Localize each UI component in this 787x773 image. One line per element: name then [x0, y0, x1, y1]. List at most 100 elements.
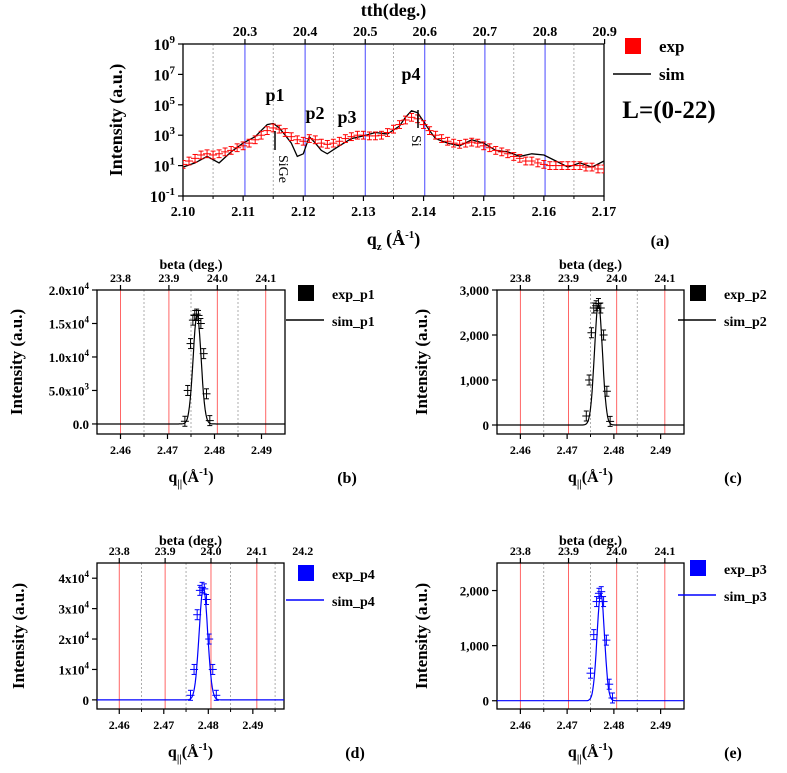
data-point [600, 164, 604, 174]
y-tick-base: 0 [483, 418, 490, 433]
x2-tick-label: 24.0 [606, 271, 627, 285]
y-tick-base: 2,000 [460, 584, 489, 599]
x2-tick-label: 24.0 [200, 544, 221, 558]
x2-tick-label: 20.3 [233, 25, 258, 40]
x-axis-label-sub: || [177, 753, 182, 765]
y-tick-label: 2.0x104 [49, 281, 90, 298]
data-point [608, 692, 617, 704]
data-point [587, 162, 596, 172]
x-tick-label: 2.12 [291, 205, 316, 220]
y-tick-label: 1.5x104 [49, 314, 90, 331]
x2-tick-label: 24.0 [207, 271, 228, 285]
data-point [341, 134, 350, 143]
y-tick-exp: 4 [85, 281, 90, 291]
legend-label: exp_p4 [332, 568, 375, 583]
y-tick-base: 1,000 [460, 373, 489, 388]
x-tick-label: 2.13 [351, 205, 376, 220]
panel-label: (e) [724, 745, 742, 762]
x-tick-label: 2.48 [204, 443, 225, 457]
data-point [509, 152, 518, 161]
annotation-p4: p4 [401, 64, 420, 84]
y-tick-exp: 4 [85, 600, 90, 610]
chart-panel-2: 2.46 2.47 2.48 2.49 23.8 23.9 24.0 24.1 0.0 5.0x1… [7, 258, 375, 490]
data-point [185, 156, 194, 166]
chart-panel-4: 2.46 2.47 2.48 2.49 23.8 23.9 24.0 24.1 24.2 0 1x1… [9, 534, 375, 765]
legend-label: exp [659, 37, 685, 56]
chart-panel-1: 2.10 2.11 2.12 2.13 2.14 2.15 2.16 2.17 20.3 20.4… [106, 0, 716, 253]
annotation-si: Si [408, 135, 423, 147]
data-point [449, 138, 458, 148]
data-point [467, 137, 476, 147]
x-tick-label: 2.47 [557, 443, 578, 457]
data-point [599, 596, 608, 608]
y-axis-label: Intensity (a.u.) [7, 309, 26, 415]
data-point [251, 135, 260, 145]
x2-tick-label: 23.9 [158, 271, 179, 285]
data-point [329, 138, 338, 148]
data-point [323, 139, 332, 149]
y-tick-base: 2x10 [59, 632, 85, 647]
data-point [186, 689, 195, 701]
data-point [317, 138, 326, 148]
data-point [596, 302, 605, 314]
data-point [491, 146, 500, 155]
data-point [239, 141, 248, 151]
data-point [202, 388, 211, 400]
data-point [539, 160, 548, 169]
y-tick-label: 2,000 [460, 328, 489, 343]
legend-marker [625, 38, 641, 54]
y-tick-label: 2x104 [59, 630, 90, 647]
y-axis-label: Intensity (a.u.) [106, 64, 127, 177]
y-tick-label: 1.0x104 [49, 348, 90, 365]
x-tick-label: 2.46 [510, 718, 531, 732]
x2-tick-label: 24.1 [654, 544, 675, 558]
series-line-sim [183, 110, 604, 168]
x2-tick-label: 23.9 [558, 271, 579, 285]
data-point [190, 663, 199, 675]
plot-area [497, 586, 684, 704]
data-point [606, 415, 615, 427]
x-axis-label-unit-end: ) [208, 469, 213, 486]
plot-area [497, 298, 684, 427]
x2-tick-label: 23.8 [110, 271, 131, 285]
data-point [281, 128, 290, 137]
x-axis-label-unit-sup: -1 [599, 741, 608, 753]
data-point [586, 667, 595, 679]
y-tick-label: 10-1 [150, 186, 175, 206]
data-point [401, 115, 410, 125]
y-tick-label: 1x104 [59, 660, 90, 677]
x-tick-label: 2.48 [603, 443, 624, 457]
legend-label: exp_p2 [724, 288, 767, 303]
y-tick-exp: 4 [85, 660, 90, 670]
x2-axis-label: beta (deg.) [559, 258, 622, 273]
data-point [599, 329, 608, 341]
y-tick-label: 5.0x103 [49, 381, 90, 398]
y-tick-exp: 5 [170, 95, 176, 107]
y-tick-base: 10 [154, 98, 170, 115]
data-point [371, 131, 380, 141]
x-axis-label: q||(Å-1) [568, 741, 613, 765]
x-axis-label-unit-sup: -1 [199, 741, 208, 753]
data-point [293, 135, 302, 145]
data-point [431, 130, 440, 140]
x-axis-label-unit-sup: -1 [199, 466, 208, 478]
x2-tick-label: 23.8 [510, 544, 531, 558]
x2-axis-label: beta (deg.) [160, 258, 223, 273]
x2-tick-label: 24.1 [255, 271, 276, 285]
y-tick-base: 10 [154, 67, 170, 84]
y-tick-base: 0 [83, 693, 90, 708]
data-point [377, 130, 386, 140]
y-tick-base: 2.0x10 [49, 283, 85, 298]
x-axis-label: q||(Å-1) [168, 741, 213, 765]
y-axis-label: Intensity (a.u.) [412, 309, 431, 415]
data-point [196, 317, 205, 329]
y-tick-base: 5.0x10 [49, 383, 85, 398]
data-point [575, 161, 584, 170]
data-point [186, 338, 195, 350]
x-axis-label-q: q [168, 744, 177, 761]
data-point [425, 126, 434, 136]
x-axis-label: q||(Å-1) [568, 466, 613, 490]
data-point [275, 124, 284, 134]
chart-panel-3: 2.46 2.47 2.48 2.49 23.8 23.9 24.0 24.1 0 1,000 2,… [412, 258, 767, 490]
